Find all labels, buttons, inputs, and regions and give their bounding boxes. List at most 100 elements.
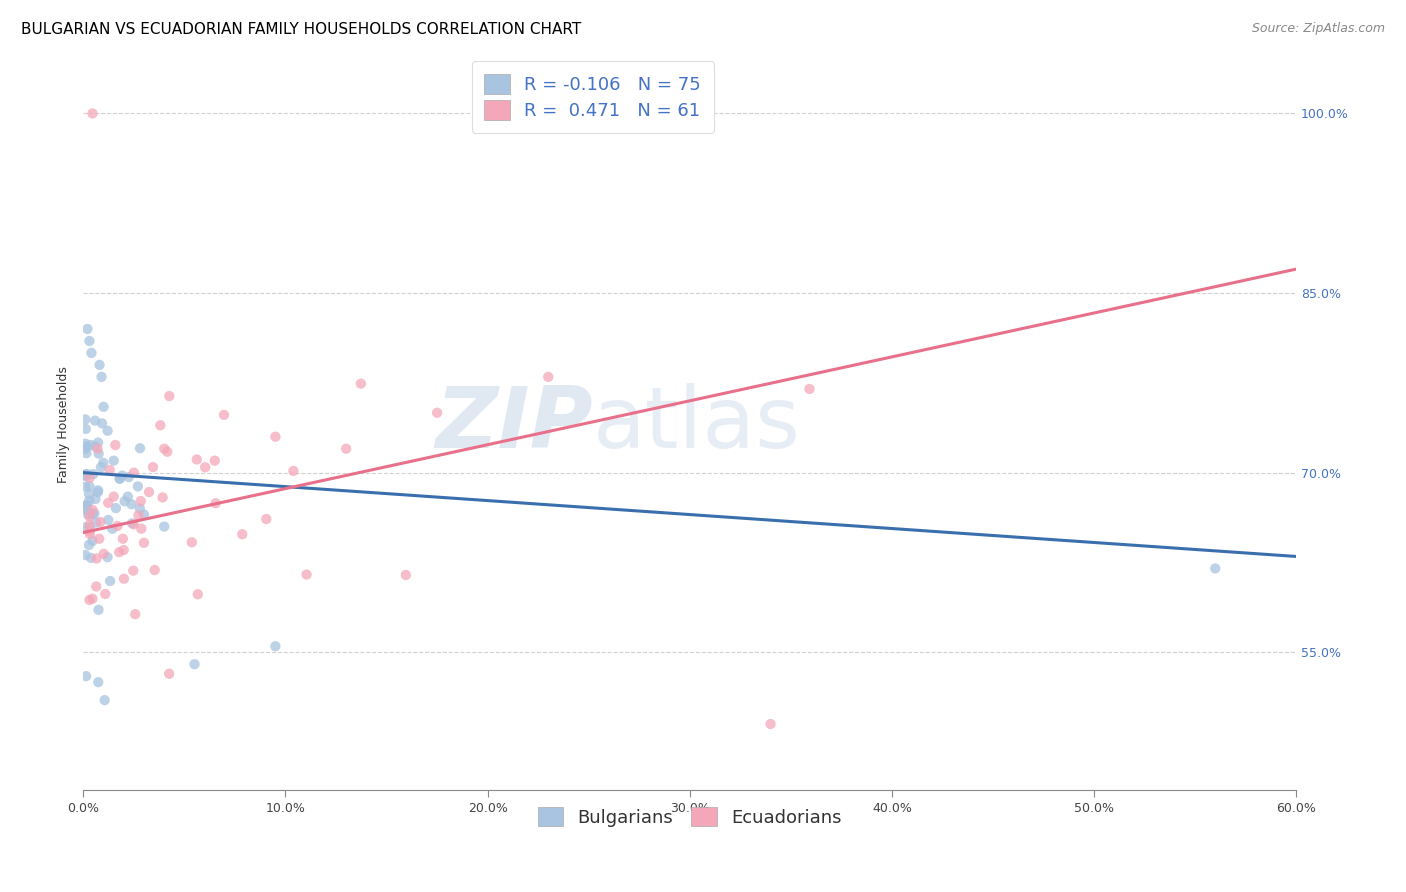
Point — [89, 515, 111, 529]
Point — [75, 446, 97, 460]
Point — [254, 512, 277, 526]
Point — [77, 493, 100, 508]
Point — [76, 502, 98, 516]
Point — [80, 438, 103, 452]
Point — [84, 580, 107, 594]
Point — [76, 498, 98, 512]
Point — [79, 520, 101, 534]
Point — [75, 468, 97, 483]
Point — [79, 471, 101, 485]
Point — [118, 470, 141, 484]
Point — [112, 572, 135, 586]
Point — [335, 442, 357, 456]
Point — [108, 472, 131, 486]
Point — [93, 400, 115, 414]
Point — [153, 442, 176, 456]
Point — [77, 538, 100, 552]
Point — [76, 322, 98, 336]
Point — [94, 587, 117, 601]
Point — [75, 436, 97, 450]
Point — [186, 452, 208, 467]
Point — [75, 548, 97, 562]
Point — [75, 422, 97, 436]
Point — [75, 669, 97, 683]
Point — [77, 487, 100, 501]
Point — [122, 564, 145, 578]
Point — [295, 567, 318, 582]
Point — [101, 522, 124, 536]
Point — [129, 442, 152, 456]
Point — [98, 574, 121, 588]
Point — [87, 483, 110, 498]
Point — [204, 453, 226, 467]
Point — [91, 456, 114, 470]
Point — [153, 519, 176, 533]
Point — [80, 550, 103, 565]
Point — [183, 657, 205, 672]
Point — [82, 591, 104, 606]
Point — [108, 472, 131, 486]
Point — [82, 533, 104, 548]
Point — [157, 389, 180, 403]
Point — [84, 414, 107, 428]
Point — [111, 468, 134, 483]
Point — [129, 494, 152, 508]
Point — [75, 442, 97, 456]
Text: Source: ZipAtlas.com: Source: ZipAtlas.com — [1251, 22, 1385, 36]
Point — [75, 499, 97, 513]
Point — [122, 517, 145, 532]
Point — [75, 480, 97, 494]
Text: BULGARIAN VS ECUADORIAN FAMILY HOUSEHOLDS CORRELATION CHART: BULGARIAN VS ECUADORIAN FAMILY HOUSEHOLD… — [21, 22, 581, 37]
Point — [131, 522, 153, 536]
Point — [82, 503, 104, 517]
Point — [97, 496, 120, 510]
Point — [97, 513, 120, 527]
Point — [79, 517, 101, 532]
Point — [79, 509, 101, 524]
Point — [1204, 561, 1226, 575]
Point — [138, 485, 160, 500]
Point — [75, 412, 97, 426]
Point — [104, 501, 127, 516]
Point — [87, 435, 110, 450]
Point — [90, 460, 112, 475]
Point — [93, 547, 115, 561]
Point — [89, 358, 111, 372]
Point — [91, 417, 114, 431]
Point — [180, 535, 202, 549]
Point — [83, 507, 105, 521]
Point — [77, 505, 100, 519]
Point — [124, 607, 146, 622]
Point — [143, 563, 166, 577]
Point — [103, 490, 125, 504]
Point — [103, 453, 125, 467]
Point — [120, 497, 142, 511]
Point — [142, 460, 165, 475]
Point — [82, 507, 104, 521]
Point — [79, 479, 101, 493]
Point — [84, 440, 107, 454]
Point — [132, 508, 155, 522]
Point — [212, 408, 235, 422]
Point — [117, 490, 139, 504]
Point — [759, 717, 782, 731]
Point — [82, 467, 104, 482]
Point — [76, 499, 98, 513]
Point — [75, 467, 97, 482]
Point — [426, 406, 449, 420]
Point — [84, 491, 107, 506]
Point — [93, 693, 115, 707]
Point — [98, 463, 121, 477]
Point — [127, 479, 149, 493]
Point — [86, 551, 108, 566]
Point — [108, 545, 131, 559]
Point — [84, 516, 107, 530]
Point — [76, 468, 98, 483]
Point — [76, 467, 98, 482]
Legend: Bulgarians, Ecuadorians: Bulgarians, Ecuadorians — [529, 797, 851, 836]
Point — [76, 439, 98, 453]
Point — [194, 460, 217, 475]
Point — [77, 508, 100, 522]
Point — [87, 447, 110, 461]
Point — [80, 346, 103, 360]
